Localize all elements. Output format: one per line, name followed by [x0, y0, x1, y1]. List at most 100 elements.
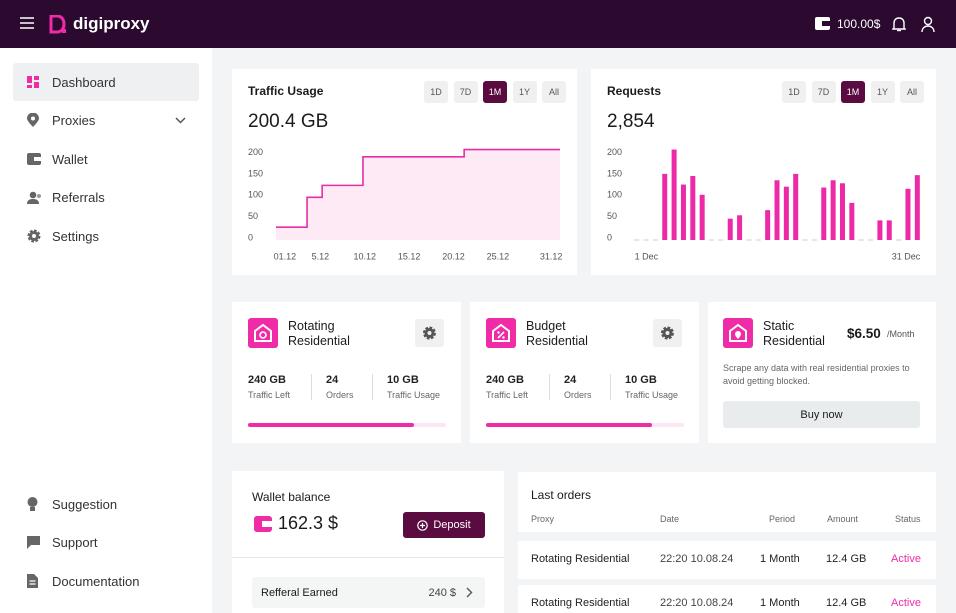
- deposit-button[interactable]: Deposit: [403, 512, 485, 538]
- column-header: Date: [660, 514, 680, 524]
- icon: [27, 113, 39, 127]
- nav-item[interactable]: Dashboard: [13, 63, 199, 101]
- stat-value: 240 GB: [248, 374, 286, 386]
- total: 200.4 GB: [248, 111, 329, 132]
- divider: [232, 557, 504, 558]
- icon: [27, 574, 38, 588]
- product-card: Budget Residential 240 GB Traffic Left 2…: [470, 302, 699, 443]
- wallet-icon: [815, 17, 830, 30]
- nav-item[interactable]: Wallet: [13, 140, 199, 178]
- range-button[interactable]: 7D: [811, 81, 836, 103]
- card-title: Wallet balance: [252, 490, 331, 504]
- brand[interactable]: digiproxy: [73, 14, 150, 33]
- balance: 100.00$: [837, 17, 881, 31]
- nav-label: Proxies: [52, 112, 96, 128]
- price-unit: /Month: [887, 329, 915, 339]
- nav-label: Settings: [52, 228, 99, 244]
- orders-header: Last orders Proxy Date Period Amount Sta…: [518, 472, 936, 532]
- icon: [27, 153, 41, 165]
- icon: [27, 229, 41, 243]
- nav-item[interactable]: Settings: [13, 217, 199, 255]
- nav-label: Dashboard: [52, 74, 116, 90]
- settings-button[interactable]: [653, 319, 682, 347]
- order-row[interactable]: Rotating Residential 22:20 10.08.24 1 Mo…: [518, 541, 936, 579]
- top-bar: digiproxy 100.00$: [0, 0, 956, 48]
- logo-icon: [49, 15, 66, 34]
- sidebar: Dashboard Proxies Wallet Referrals Setti…: [0, 48, 212, 613]
- bell-icon[interactable]: [892, 16, 906, 32]
- cell: Rotating Residential: [531, 553, 630, 565]
- column-header: Period: [769, 514, 796, 524]
- chevron: [466, 587, 473, 598]
- product-icon: [723, 318, 753, 348]
- cell: 12.4 GB: [826, 597, 867, 609]
- range-button[interactable]: 1Y: [512, 81, 537, 103]
- stat-label: Traffic Left: [486, 390, 529, 400]
- static-card: Static Residential $6.50 /Month Scrape a…: [708, 302, 936, 443]
- stat-label: Traffic Usage: [387, 390, 441, 400]
- total: 2,854: [607, 111, 655, 132]
- referral-label: Refferal Earned: [261, 587, 338, 599]
- nav-label: Documentation: [52, 573, 140, 589]
- range-button[interactable]: 1M: [483, 81, 507, 103]
- divider: [311, 374, 312, 400]
- stat-label: Traffic Left: [248, 390, 291, 400]
- status: Active: [891, 553, 921, 565]
- range-button[interactable]: All: [900, 81, 924, 103]
- status: Active: [891, 597, 921, 609]
- icon: [27, 191, 41, 204]
- divider: [610, 374, 611, 400]
- nav-item[interactable]: Documentation: [13, 562, 199, 600]
- menu-icon[interactable]: [20, 17, 34, 29]
- nav-item[interactable]: Support: [13, 523, 199, 561]
- nav-item[interactable]: Referrals: [13, 178, 199, 216]
- product-card: Rotating Residential 240 GB Traffic Left…: [232, 302, 461, 443]
- range-button[interactable]: 1D: [782, 81, 806, 103]
- cell: 12.4 GB: [826, 553, 867, 565]
- referral-row[interactable]: Refferal Earned 240 $: [252, 577, 485, 608]
- icon: [27, 497, 38, 511]
- range-button[interactable]: All: [542, 81, 566, 103]
- cell: 22:20 10.08.24: [660, 597, 734, 609]
- nav-label: Suggestion: [52, 496, 118, 512]
- nav-item[interactable]: Proxies: [13, 101, 199, 139]
- product-name: Rotating Residential: [288, 319, 350, 348]
- wallet-card: Wallet balance 162.3 $ Deposit Refferal …: [232, 471, 504, 613]
- icon: [27, 535, 40, 549]
- stat-value: 10 GB: [387, 374, 419, 386]
- cell: 1 Month: [760, 597, 800, 609]
- description: Scrape any data with real residential pr…: [723, 363, 910, 386]
- nav-label: Referrals: [52, 189, 105, 205]
- nav-label: Support: [52, 534, 98, 550]
- stat-label: Traffic Usage: [625, 390, 679, 400]
- nav-item[interactable]: Suggestion: [13, 485, 199, 523]
- stat-label: Orders: [564, 390, 592, 400]
- order-row[interactable]: Rotating Residential 22:20 10.08.24 1 Mo…: [518, 585, 936, 613]
- range-button[interactable]: 7D: [453, 81, 478, 103]
- column-header: Amount: [827, 514, 859, 524]
- cell: 22:20 10.08.24: [660, 553, 734, 565]
- button-label: Deposit: [433, 519, 471, 531]
- referral-amount: 240 $: [428, 587, 456, 599]
- range-button[interactable]: 1Y: [870, 81, 895, 103]
- nav-label: Wallet: [52, 151, 88, 167]
- wallet-icon: [254, 516, 272, 532]
- chevron: [175, 116, 186, 124]
- user-icon[interactable]: [921, 16, 935, 32]
- product-icon: [486, 318, 516, 348]
- column-header: Status: [895, 514, 921, 524]
- range-button[interactable]: 1D: [424, 81, 448, 103]
- card-title: Traffic Usage: [248, 84, 324, 98]
- buy-button[interactable]: Buy now: [723, 401, 920, 428]
- range-button[interactable]: 1M: [841, 81, 865, 103]
- stat-label: Orders: [326, 390, 354, 400]
- traffic-card: Traffic Usage 200.4 GB 1D 7D 1M 1Y All: [232, 69, 577, 275]
- requests-card: Requests 2,854 1D 7D 1M 1Y All: [591, 69, 936, 275]
- price: $6.50: [847, 326, 881, 341]
- product-name: Budget Residential: [526, 319, 588, 348]
- settings-button[interactable]: [415, 319, 444, 347]
- column-header: Proxy: [531, 514, 555, 524]
- progress-track: [248, 423, 446, 427]
- divider: [549, 374, 550, 400]
